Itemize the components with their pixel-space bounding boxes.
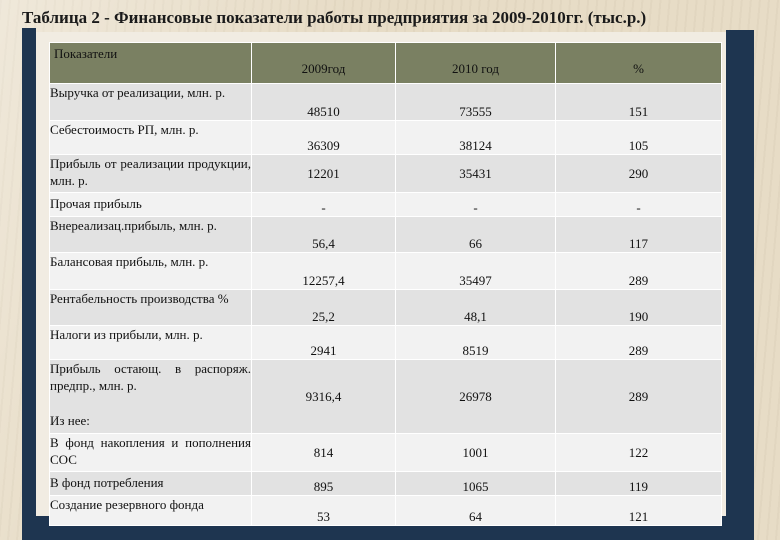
row-percent: 122 <box>555 433 722 472</box>
row-value-2009: 56,4 <box>251 216 396 253</box>
table-header-row: Показатели 2009год 2010 год % <box>49 42 722 84</box>
table-row: Налоги из прибыли, млн. р. 2941 8519 289 <box>49 325 722 360</box>
financial-table: Показатели 2009год 2010 год % Выручка от… <box>49 42 722 526</box>
row-percent: - <box>555 192 722 217</box>
row-percent: 289 <box>555 359 722 434</box>
row-percent: 151 <box>555 83 722 121</box>
row-value-2009: 25,2 <box>251 289 396 326</box>
row-name: В фонд потребления <box>49 471 252 496</box>
table-row: В фонд накопления и пополнения СОС 814 1… <box>49 433 722 472</box>
row-name: Прочая прибыль <box>49 192 252 217</box>
table-row: Создание резервного фонда 53 64 121 <box>49 495 722 526</box>
table-row: Выручка от реализации, млн. р. 48510 735… <box>49 83 722 121</box>
row-value-2010: 64 <box>395 495 556 526</box>
row-value-2010: 38124 <box>395 120 556 155</box>
row-value-2009: 12201 <box>251 154 396 193</box>
row-percent: 289 <box>555 325 722 360</box>
header-2010: 2010 год <box>395 42 556 84</box>
row-value-2009: 9316,4 <box>251 359 396 434</box>
row-value-2010: 73555 <box>395 83 556 121</box>
row-percent: 289 <box>555 252 722 290</box>
row-value-2010: 8519 <box>395 325 556 360</box>
row-value-2010: 35431 <box>395 154 556 193</box>
row-value-2010: - <box>395 192 556 217</box>
row-percent: 121 <box>555 495 722 526</box>
row-value-2010: 1001 <box>395 433 556 472</box>
page-title: Таблица 2 - Финансовые показатели работы… <box>22 8 647 27</box>
table-row: В фонд потребления 895 1065 119 <box>49 471 722 496</box>
table-row: Себестоимость РП, млн. р. 36309 38124 10… <box>49 120 722 155</box>
row-name: Себестоимость РП, млн. р. <box>49 120 252 155</box>
row-value-2009: 48510 <box>251 83 396 121</box>
row-name: Налоги из прибыли, млн. р. <box>49 325 252 360</box>
row-name: Рентабельность производства % <box>49 289 252 326</box>
row-value-2010: 1065 <box>395 471 556 496</box>
table-row: Балансовая прибыль, млн. р. 12257,4 3549… <box>49 252 722 290</box>
row-name: Выручка от реализации, млн. р. <box>49 83 252 121</box>
row-value-2009: 12257,4 <box>251 252 396 290</box>
row-percent: 190 <box>555 289 722 326</box>
table-row: Рентабельность производства % 25,2 48,1 … <box>49 289 722 326</box>
table-row: Внереализац.прибыль, млн. р. 56,4 66 117 <box>49 216 722 253</box>
row-value-2009: 36309 <box>251 120 396 155</box>
row-value-2010: 66 <box>395 216 556 253</box>
row-value-2009: 895 <box>251 471 396 496</box>
row-percent: 119 <box>555 471 722 496</box>
row-value-2010: 48,1 <box>395 289 556 326</box>
row-name-text: Прибыль остающ. в распоряж. предпр., млн… <box>50 361 251 393</box>
header-2009: 2009год <box>251 42 396 84</box>
row-value-2010: 26978 <box>395 359 556 434</box>
header-percent: % <box>555 42 722 84</box>
row-name: Создание резервного фонда <box>49 495 252 526</box>
row-value-2009: - <box>251 192 396 217</box>
frame-right-bar <box>726 30 754 516</box>
row-percent: 117 <box>555 216 722 253</box>
row-percent: 290 <box>555 154 722 193</box>
row-value-2009: 53 <box>251 495 396 526</box>
header-indicator: Показатели <box>49 42 252 84</box>
row-value-2010: 35497 <box>395 252 556 290</box>
row-name: В фонд накопления и пополнения СОС <box>49 433 252 472</box>
frame-left-bar <box>22 28 36 540</box>
row-note: Из нее: <box>50 413 90 428</box>
row-name: Прибыль от реализации продукции, млн. р. <box>49 154 252 193</box>
row-name: Прибыль остающ. в распоряж. предпр., млн… <box>49 359 252 434</box>
row-value-2009: 2941 <box>251 325 396 360</box>
table-row: Прочая прибыль - - - <box>49 192 722 217</box>
row-name: Внереализац.прибыль, млн. р. <box>49 216 252 253</box>
row-name: Балансовая прибыль, млн. р. <box>49 252 252 290</box>
table-row: Прибыль остающ. в распоряж. предпр., млн… <box>49 359 722 434</box>
row-value-2009: 814 <box>251 433 396 472</box>
table-row: Прибыль от реализации продукции, млн. р.… <box>49 154 722 193</box>
row-percent: 105 <box>555 120 722 155</box>
